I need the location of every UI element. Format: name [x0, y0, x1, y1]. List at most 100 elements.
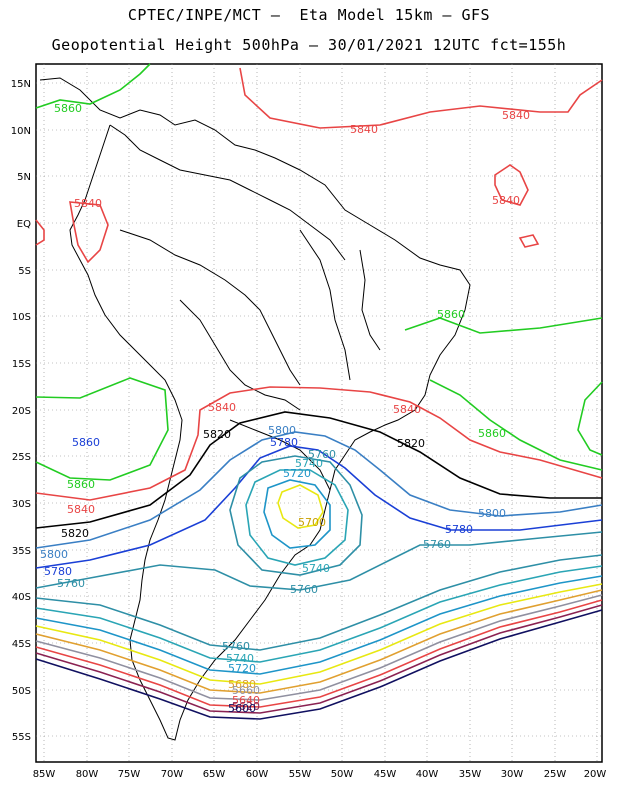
gridlines	[36, 64, 602, 762]
contour-5700-south	[35, 583, 603, 685]
label-5780-east: 5780	[445, 523, 473, 536]
map-title-line1: CPTEC/INPE/MCT – Eta Model 15km – GFS	[127, 6, 491, 24]
lon-30w: 30W	[501, 769, 524, 780]
label-5840-w: 5840	[67, 503, 95, 516]
lat-15n: 15N	[11, 79, 31, 90]
label-5800-w: 5800	[40, 548, 68, 561]
border-bolivia	[179, 299, 301, 411]
label-5740-sw: 5740	[226, 652, 254, 665]
contour-5600-south	[35, 609, 603, 720]
contour-5760-inner	[229, 455, 363, 576]
label-5820-east: 5820	[397, 437, 425, 450]
label-5840-north: 5840	[350, 123, 378, 136]
contour-5860-west	[35, 377, 169, 481]
lat-35s: 35S	[12, 546, 31, 557]
contour-5720	[263, 479, 331, 549]
lon-75w: 75W	[118, 769, 141, 780]
lon-45w: 45W	[374, 769, 397, 780]
contour-5760-ring	[35, 531, 603, 591]
contour-5700	[277, 484, 324, 529]
contour-5780	[35, 445, 603, 569]
lat-15s: 15S	[12, 359, 31, 370]
map-title-line2: Geopotential Height 500hPa – 30/01/2021 …	[51, 36, 567, 54]
lon-65w: 65W	[203, 769, 226, 780]
label-5820-w: 5820	[61, 527, 89, 540]
contour-5720-south	[35, 575, 603, 675]
contour-lines	[35, 63, 603, 720]
label-5760-sw: 5760	[222, 640, 250, 653]
coastlines	[39, 77, 471, 741]
lat-40s: 40S	[12, 592, 31, 603]
border-brazil-west	[299, 229, 351, 381]
lat-50s: 50S	[12, 686, 31, 697]
label-5860-nw: 5860	[54, 102, 82, 115]
lon-80w: 80W	[76, 769, 99, 780]
lat-20s: 20S	[12, 406, 31, 417]
label-5840-se: 5840	[393, 403, 421, 416]
label-5620-sw: 5620	[232, 700, 260, 713]
lon-70w: 70W	[161, 769, 184, 780]
label-5860-w: 5860	[67, 478, 95, 491]
lat-45s: 45S	[12, 639, 31, 650]
label-5680-sw: 5680	[228, 678, 256, 691]
contour-5640-south	[35, 599, 603, 708]
label-5740-center: 5740	[295, 457, 323, 470]
contour-5840-north	[239, 67, 603, 129]
label-5660-sw: 5660	[232, 684, 260, 697]
label-5860-sw: 5860	[72, 436, 100, 449]
contour-5840-south	[35, 386, 603, 501]
label-5600-sw: 5600	[228, 702, 256, 715]
label-5820-center: 5820	[203, 428, 231, 441]
label-5780-center: 5780	[270, 436, 298, 449]
label-5760-center: 5760	[308, 448, 336, 461]
border-brazil-internal	[359, 249, 381, 351]
lat-10s: 10S	[12, 312, 31, 323]
south-america-coast	[39, 77, 471, 741]
label-5760-e: 5760	[423, 538, 451, 551]
lat-55s: 55S	[12, 732, 31, 743]
lon-20w: 20W	[584, 769, 607, 780]
label-5840-center: 5840	[208, 401, 236, 414]
contour-5620-south	[35, 604, 603, 714]
lon-40w: 40W	[416, 769, 439, 780]
lon-25w: 25W	[544, 769, 567, 780]
contour-5860-north	[35, 63, 151, 109]
label-5800-center: 5800	[268, 424, 296, 437]
latitude-labels: 15N 10N 5N EQ 5S 10S 15S 20S 25S 30S 35S…	[11, 79, 31, 743]
label-5720-sw: 5720	[228, 662, 256, 675]
label-5780-w: 5780	[44, 565, 72, 578]
contour-5740-south	[35, 565, 603, 663]
label-5860-east: 5860	[437, 308, 465, 321]
lat-10n: 10N	[11, 126, 31, 137]
lon-35w: 35W	[459, 769, 482, 780]
lat-5s: 5S	[18, 266, 31, 277]
contour-5660-south	[35, 594, 603, 701]
label-5840-andes: 5840	[74, 197, 102, 210]
label-5840-ne: 5840	[502, 109, 530, 122]
label-5720-center: 5720	[283, 467, 311, 480]
label-5760-s: 5760	[290, 583, 318, 596]
label-5740-s: 5740	[302, 562, 330, 575]
label-5840-island: 5840	[492, 194, 520, 207]
lon-60w: 60W	[246, 769, 269, 780]
contour-5680-south	[35, 589, 603, 694]
contour-5860-east2	[577, 381, 603, 456]
contour-5820	[35, 411, 602, 529]
border-north	[109, 124, 346, 261]
contour-5740	[245, 469, 349, 566]
label-5640-sw: 5640	[232, 694, 260, 707]
label-5760-w: 5760	[57, 577, 85, 590]
label-5800-east: 5800	[478, 507, 506, 520]
label-5700-low: 5700	[298, 516, 326, 529]
lat-eq: EQ	[17, 219, 31, 230]
lat-25s: 25S	[12, 452, 31, 463]
contour-5860-east	[404, 317, 603, 471]
border-central	[119, 229, 301, 386]
lon-50w: 50W	[331, 769, 354, 780]
contour-5840-islands	[35, 164, 540, 264]
lon-55w: 55W	[289, 769, 312, 780]
lat-5n: 5N	[17, 172, 31, 183]
contour-5760-south	[35, 554, 603, 651]
lon-85w: 85W	[33, 769, 56, 780]
